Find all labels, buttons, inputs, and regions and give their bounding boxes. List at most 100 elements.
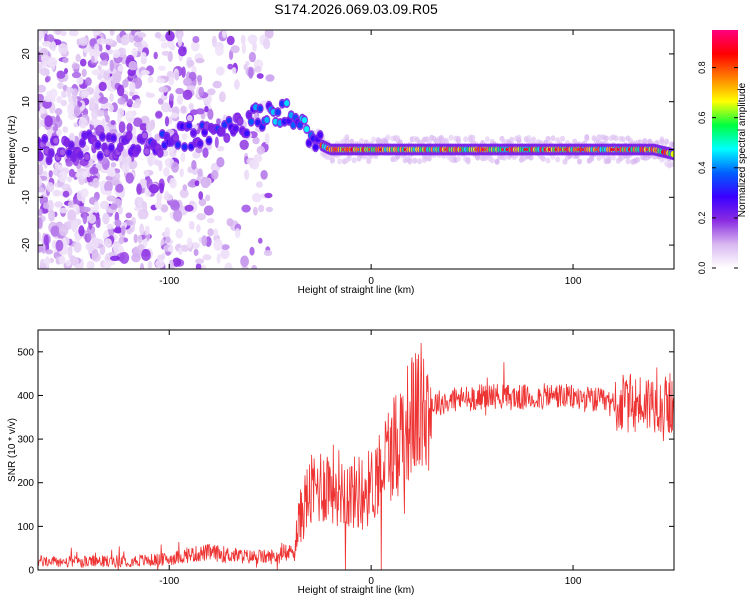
spectrogram-noise-cell xyxy=(144,169,150,177)
spectrogram-noise-cell xyxy=(155,259,165,269)
spectrogram-noise-cell xyxy=(155,78,166,84)
spectrogram-ridge-cell xyxy=(670,150,674,158)
spectrogram-noise-cell xyxy=(174,72,180,81)
snr-y-tick-label: 100 xyxy=(17,522,34,533)
spectrogram-noise-cell xyxy=(103,229,109,238)
spectrogram-noise-cell xyxy=(191,41,200,52)
spectrogram-noise-cell xyxy=(136,183,142,195)
spectrogram-noise-cell xyxy=(385,134,391,141)
spectrogram-noise-cell xyxy=(596,154,602,161)
spectrogram-noise-cell xyxy=(168,146,175,153)
spectrogram-noise-cell xyxy=(220,248,230,260)
spectrogram-ridge-cell xyxy=(144,148,150,155)
spectrogram-ridge-cell xyxy=(219,128,225,135)
spectrogram-noise-cell xyxy=(99,60,109,66)
spectrogram-noise-cell xyxy=(67,176,72,183)
spectrogram-noise-cell xyxy=(109,128,118,135)
spectrogram-noise-cell xyxy=(161,102,171,113)
spectrogram-noise-cell xyxy=(112,72,121,83)
spectrogram-noise-cell xyxy=(197,168,203,178)
spectrogram-noise-cell xyxy=(147,75,154,84)
spectrogram-ridge-cell xyxy=(284,100,290,107)
spectrogram-noise-cell xyxy=(93,91,100,98)
spectrogram-noise-cell xyxy=(165,30,175,42)
spectrogram-ridge-cell xyxy=(206,137,212,144)
spectrogram-noise-cell xyxy=(56,70,65,79)
spectrogram-ridge-cell xyxy=(48,150,54,157)
spectrogram-ridge-cell xyxy=(226,117,232,124)
spectrogram-noise-cell xyxy=(137,197,142,207)
spectrogram-noise-cell xyxy=(38,84,46,93)
spectrogram-ridge-cell xyxy=(313,144,319,151)
spectrogram-noise-cell xyxy=(140,69,150,76)
spectrogram-ridge-cell xyxy=(186,122,192,129)
spectrogram-noise-cell xyxy=(545,157,551,164)
spectrogram-noise-cell xyxy=(95,219,101,229)
spectrogram-noise-cell xyxy=(201,235,208,247)
spectrogram-noise-cell xyxy=(110,203,118,211)
spectrogram-noise-cell xyxy=(265,206,273,213)
spectrogram-noise-cell xyxy=(148,156,153,167)
spectrogram-noise-cell xyxy=(73,135,80,148)
spectrogram-noise-cell xyxy=(39,67,50,76)
spectrogram-noise-cell xyxy=(42,202,50,209)
spectrogram-noise-cell xyxy=(531,137,536,144)
spectrogram-ridge-cell xyxy=(237,118,243,124)
spectrogram-noise-cell xyxy=(164,227,171,239)
spectrogram-ridge-cell xyxy=(157,149,163,156)
spectrogram-noise-cell xyxy=(540,155,546,162)
spectrogram-noise-cell xyxy=(161,50,170,56)
spectrogram-noise-cell xyxy=(92,177,100,189)
spectrogram-noise-cell xyxy=(176,94,184,105)
spectrogram-noise-cell xyxy=(108,104,114,112)
spectrogram-noise-cell xyxy=(139,223,145,236)
spectrogram-ridge-cell xyxy=(173,134,179,141)
spectrogram-noise-cell xyxy=(231,67,237,75)
spectrogram-noise-cell xyxy=(91,237,100,249)
spectrogram-noise-cell xyxy=(200,112,206,120)
spectrogram-noise-cell xyxy=(180,105,187,114)
spectrogram-noise-cell xyxy=(53,190,60,196)
spectrogram-noise-cell xyxy=(264,30,274,39)
spectrogram-noise-cell xyxy=(89,118,100,126)
spectrogram-noise-cell xyxy=(195,57,205,64)
spectrogram-noise-cell xyxy=(448,134,454,141)
spectrogram-noise-cell xyxy=(198,191,204,200)
spectrogram-noise-cell xyxy=(58,224,69,236)
spectrogram-noise-cell xyxy=(62,57,69,64)
spectrogram-ridge-cell xyxy=(264,117,270,123)
spectrogram-noise-cell xyxy=(141,40,147,47)
spectrogram-noise-cell xyxy=(169,93,174,102)
spectrogram-x-tick-label: -100 xyxy=(159,276,179,287)
spectrogram-noise-cell xyxy=(186,237,193,249)
spectrogram-noise-cell xyxy=(131,253,141,263)
spectrogram-ridge-cell xyxy=(190,130,197,136)
spectrogram-x-tick-label: 100 xyxy=(565,276,582,287)
snr-x-tick-label: -100 xyxy=(159,576,179,587)
spectrogram-noise-cell xyxy=(200,264,206,269)
spectrogram-noise-cell xyxy=(81,68,87,78)
spectrogram-noise-cell xyxy=(247,34,258,44)
spectrogram-noise-cell xyxy=(60,99,68,107)
spectrogram-noise-cell xyxy=(241,42,246,55)
spectrogram-noise-cell xyxy=(98,81,107,92)
spectrogram-noise-cell xyxy=(99,52,109,60)
snr-y-label: SNR (10 * v/v) xyxy=(7,418,18,482)
spectrogram-ridge-cell xyxy=(110,135,117,142)
spectrogram-ridge-cell xyxy=(248,118,254,125)
spectrogram-ridge-cell xyxy=(188,143,194,150)
spectrogram-noise-cell xyxy=(154,133,161,142)
spectrogram-noise-cell xyxy=(41,40,52,47)
spectrogram-noise-cell xyxy=(172,257,182,267)
spectrogram-noise-cell xyxy=(93,43,100,54)
spectrogram-noise-cell xyxy=(38,164,44,176)
spectrogram-noise-cell xyxy=(61,90,67,98)
spectrogram-ridge-cell xyxy=(301,117,308,124)
spectrogram-ridge-cell xyxy=(142,132,148,139)
spectrogram-noise-cell xyxy=(109,30,115,36)
spectrogram-noise-cell xyxy=(344,134,350,141)
snr-y-tick-label: 400 xyxy=(17,391,34,402)
spectrogram-noise-cell xyxy=(224,262,233,269)
spectrogram-noise-cell xyxy=(465,156,471,163)
